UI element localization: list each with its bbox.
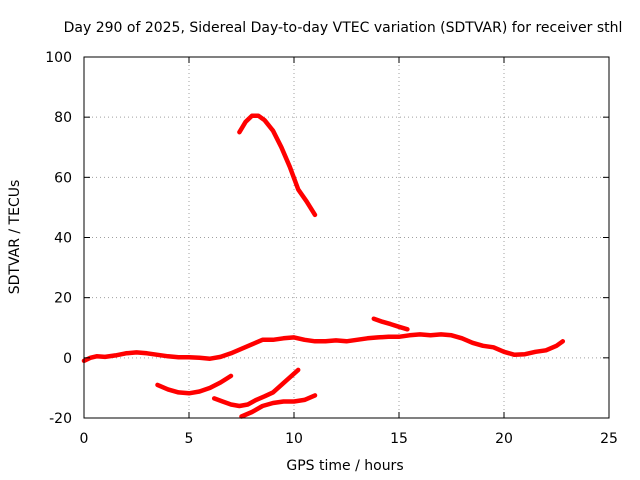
chart-title: Day 290 of 2025, Sidereal Day-to-day VTE… <box>64 20 623 36</box>
y-tick-label: 0 <box>63 351 72 367</box>
y-axis-label: SDTVAR / TECUs <box>7 180 23 295</box>
x-tick-label: 20 <box>495 431 513 447</box>
y-tick-label: 60 <box>54 170 72 186</box>
ticks: 0 5 10 15 20 25 -20 0 20 40 60 80 100 <box>45 50 618 447</box>
y-tick-label: -20 <box>49 411 72 427</box>
y-tick-label: 80 <box>54 110 72 126</box>
series-neg-arc-b <box>211 367 301 409</box>
series-neg-arc-a <box>155 373 234 396</box>
x-tick-label: 10 <box>285 431 303 447</box>
y-tick-label: 40 <box>54 231 72 247</box>
y-tick-label: 100 <box>45 50 72 66</box>
series-peak-arc <box>237 113 318 218</box>
x-axis-label: GPS time / hours <box>286 458 403 474</box>
series-neg-arc-c <box>239 393 318 419</box>
x-tick-label: 0 <box>80 431 89 447</box>
x-tick-label: 5 <box>185 431 194 447</box>
y-tick-label: 20 <box>54 291 72 307</box>
x-tick-label: 15 <box>390 431 408 447</box>
series-group <box>81 113 566 419</box>
series-bump-1530 <box>371 316 410 332</box>
x-tick-label: 25 <box>600 431 618 447</box>
series-main-trace <box>81 332 566 364</box>
